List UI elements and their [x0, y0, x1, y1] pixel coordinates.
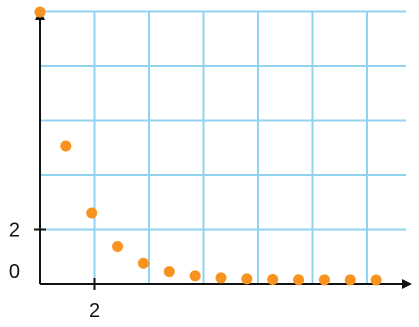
ticks: 2 0 2	[9, 220, 100, 323]
data-points	[34, 6, 382, 286]
y-tick-label-0: 0	[9, 261, 20, 283]
y-tick-label-2: 2	[9, 220, 20, 242]
data-point	[112, 240, 124, 252]
data-point	[86, 207, 98, 219]
data-point	[34, 6, 46, 18]
data-point	[318, 274, 330, 286]
data-point	[163, 266, 175, 278]
data-point	[60, 140, 72, 152]
axes	[35, 10, 412, 289]
grid	[40, 10, 406, 284]
data-point	[267, 273, 279, 285]
x-axis-arrow	[402, 279, 412, 289]
data-point	[189, 270, 201, 282]
data-point	[215, 272, 227, 284]
data-point	[344, 274, 356, 286]
data-point	[370, 274, 382, 286]
data-point	[137, 257, 149, 269]
data-point	[241, 273, 253, 285]
data-point	[293, 274, 305, 286]
x-tick-label-2: 2	[89, 300, 100, 322]
